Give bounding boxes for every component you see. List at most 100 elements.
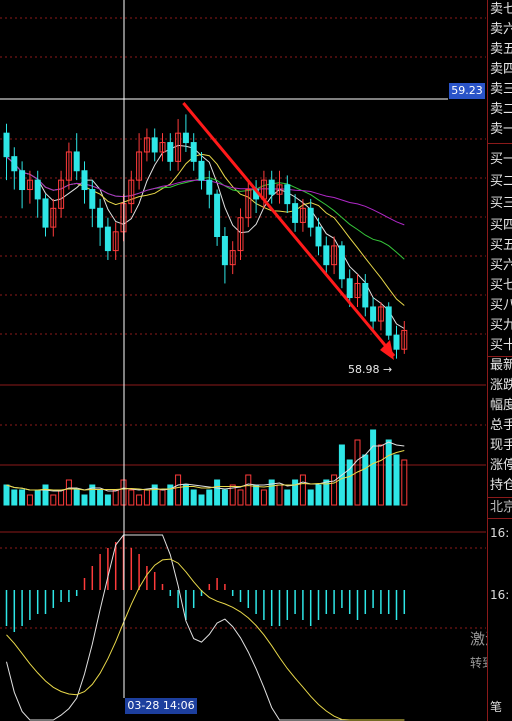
volume-bar-26 [206,489,213,506]
tick-bottom-label: 笔 [490,700,503,714]
volume-bar-47 [370,429,377,506]
candle-body-30 [237,217,244,252]
ask-1-label: 卖一 [490,122,512,137]
bid-9-label: 买九 [490,318,512,333]
bid-8-label: 买八 [490,298,512,313]
candle-body-11 [89,189,96,209]
stat-limit-label: 涨停 [490,458,512,473]
volume-bar-9 [73,489,80,506]
volume-bar-40 [315,484,322,506]
candle-body-10 [81,170,88,191]
stat-current-label: 现手 [490,438,512,453]
volume-bar-18 [143,489,150,506]
stat-latest-label: 最新 [490,358,512,373]
candle-body-47 [370,306,377,322]
candle-body-0 [3,132,10,158]
ask-2-label: 卖二 [490,102,512,117]
volume-bar-13 [104,494,111,506]
volume-bar-5 [42,484,49,506]
candle-body-24 [190,142,197,162]
volume-bar-30 [237,489,244,506]
volume-bar-2 [19,489,26,506]
volume-bar-41 [323,479,330,506]
candle-body-2 [19,170,26,191]
candle-body-23 [182,132,189,144]
trend-arrow-head [380,340,394,360]
tick-time-2: 16: [490,588,510,602]
candle-body-48 [377,306,384,322]
volume-bar-19 [151,484,158,506]
macd-dea-line [6,558,405,721]
tick-time-1: 16: [490,526,510,540]
volume-bar-22 [175,474,182,506]
cursor-time-tag: 03-28 14:06 [125,698,197,714]
volume-bar-7 [58,489,65,506]
volume-bar-31 [245,474,252,506]
volume-bar-3 [26,494,33,506]
volume-bar-37 [292,479,299,506]
candle-body-6 [50,207,57,228]
volume-bar-24 [190,489,197,506]
candle-body-39 [307,207,314,228]
ask-6-label: 卖六 [490,22,512,37]
candle-body-12 [97,207,104,228]
volume-bar-12 [97,489,104,506]
stat-position-label: 持仓 [490,478,512,493]
candle-body-31 [245,189,252,219]
ask-5-label: 卖五 [490,42,512,57]
volume-bar-25 [198,494,205,506]
volume-bar-38 [299,474,306,506]
candle-body-13 [104,226,111,252]
bid-4-label: 买四 [490,218,512,233]
candle-body-1 [11,156,18,172]
candle-body-40 [315,226,322,247]
candle-body-38 [299,207,306,223]
candle-body-50 [393,334,400,350]
volume-bar-27 [214,479,221,506]
volume-bar-17 [136,494,143,506]
macd-dif-line [6,534,405,721]
candle-body-26 [206,179,213,195]
stat-total-label: 总手 [490,418,512,433]
candle-body-22 [175,132,182,162]
volume-bar-50 [393,454,400,506]
volume-bar-21 [167,484,174,506]
kline-chart[interactable] [0,0,486,721]
candle-body-41 [323,245,330,266]
candle-body-28 [221,236,228,266]
stat-range-label: 幅度 [490,398,512,413]
candle-body-44 [346,278,353,299]
candle-body-29 [229,250,236,266]
candle-body-51 [401,329,408,350]
candle-body-21 [167,142,174,162]
volume-bar-33 [260,489,267,506]
volume-bar-48 [377,444,384,506]
bid-2-label: 买二 [490,174,512,189]
candle-body-49 [385,306,392,336]
bid-6-label: 买六 [490,258,512,273]
bid-10-label: 买十 [490,338,512,353]
low-price-value: 58.98 [348,363,380,376]
volume-bar-42 [331,474,338,506]
candle-body-46 [362,282,369,308]
candle-body-4 [34,179,41,200]
volume-bar-32 [253,484,260,506]
bid-5-label: 买五 [490,238,512,253]
candle-body-17 [136,151,143,181]
ask-4-label: 卖四 [490,62,512,77]
volume-bar-6 [50,494,57,506]
volume-bar-46 [362,454,369,506]
bid-1-label: 买一 [490,152,512,167]
volume-bar-49 [385,439,392,506]
ask-3-label: 卖三 [490,82,512,97]
volume-bar-20 [159,489,166,506]
bid-7-label: 买七 [490,278,512,293]
candle-body-36 [284,184,291,205]
volume-bar-51 [401,459,408,506]
volume-bar-10 [81,494,88,506]
candle-body-27 [214,193,221,238]
low-price-label: 58.98 → [348,363,393,376]
volume-bar-44 [346,459,353,506]
volume-bar-1 [11,489,18,506]
trend-arrow-line [182,102,396,357]
